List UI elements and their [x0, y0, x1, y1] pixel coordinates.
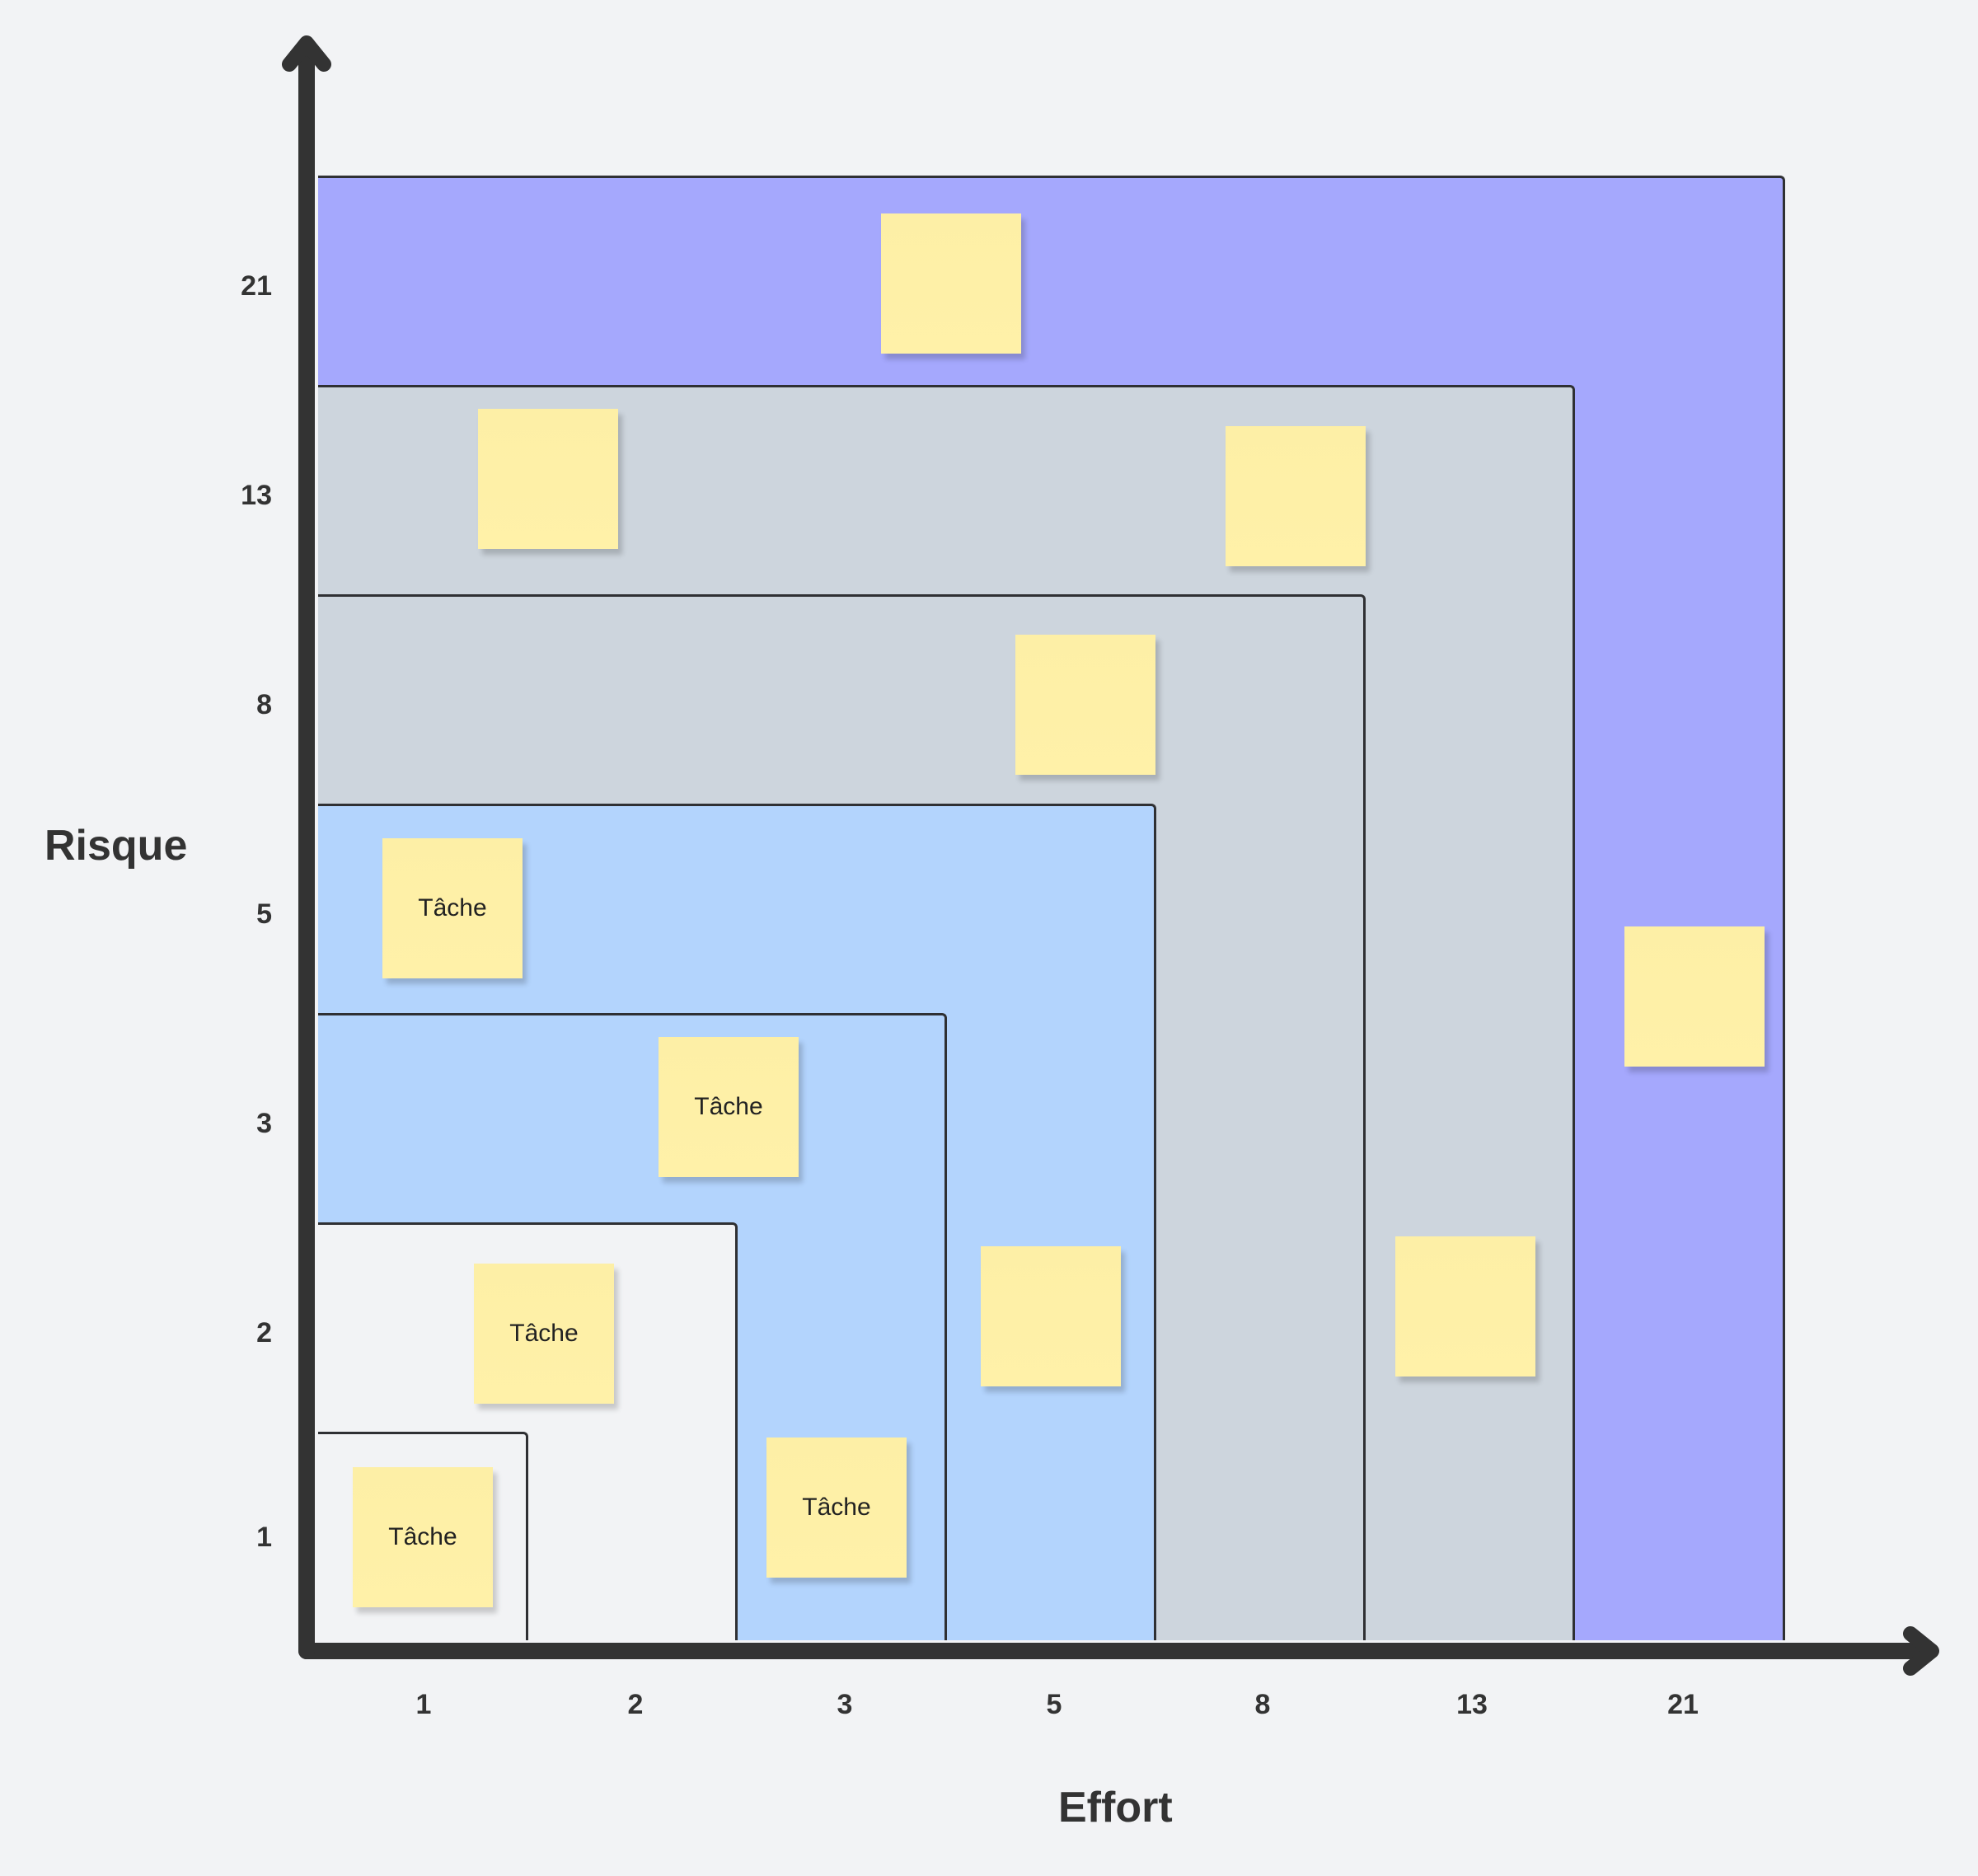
- y-tick-label: 21: [241, 270, 272, 302]
- sticky-note[interactable]: Tâche: [766, 1437, 907, 1578]
- y-tick-label: 5: [256, 898, 272, 930]
- sticky-note[interactable]: Tâche: [659, 1037, 799, 1177]
- sticky-note[interactable]: [478, 409, 618, 549]
- x-tick-label: 1: [415, 1689, 432, 1720]
- sticky-note[interactable]: [1624, 926, 1765, 1067]
- x-axis-arrow-icon: [1903, 1626, 1939, 1676]
- x-tick-label: 2: [627, 1689, 644, 1720]
- sticky-note[interactable]: [881, 213, 1021, 354]
- y-tick-label: 1: [256, 1522, 272, 1553]
- x-axis-title: Effort: [1058, 1784, 1173, 1831]
- y-tick-label: 2: [256, 1317, 272, 1348]
- sticky-note[interactable]: Tâche: [474, 1264, 614, 1404]
- y-axis-title: Risque: [45, 822, 188, 870]
- sticky-note[interactable]: [981, 1246, 1121, 1386]
- sticky-note[interactable]: [1015, 635, 1155, 775]
- sticky-note[interactable]: Tâche: [353, 1467, 493, 1607]
- sticky-note[interactable]: Tâche: [382, 838, 523, 978]
- x-tick-label: 13: [1456, 1689, 1488, 1720]
- x-tick-label: 21: [1667, 1689, 1699, 1720]
- x-tick-label: 8: [1254, 1689, 1271, 1720]
- y-axis-arrow-icon: [282, 35, 331, 72]
- sticky-note[interactable]: [1226, 426, 1366, 566]
- y-tick-label: 13: [241, 480, 272, 511]
- x-tick-label: 5: [1046, 1689, 1062, 1720]
- x-tick-label: 3: [837, 1689, 853, 1720]
- y-tick-label: 3: [256, 1108, 272, 1139]
- sticky-note[interactable]: [1395, 1236, 1535, 1377]
- y-tick-label: 8: [256, 689, 272, 720]
